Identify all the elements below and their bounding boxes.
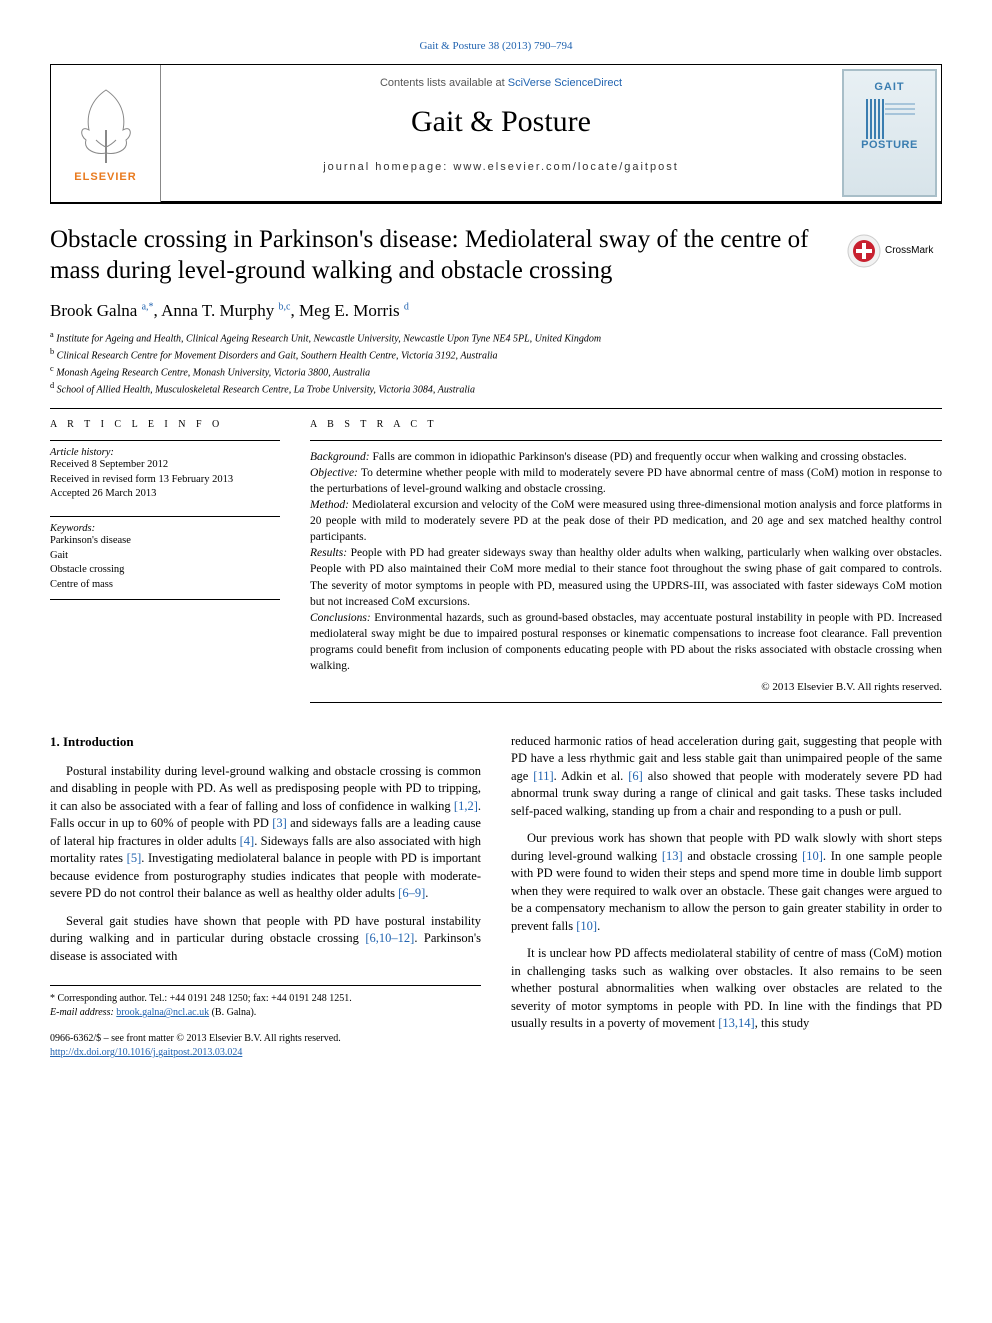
crossmark-label: CrossMark [885, 245, 933, 256]
para-3: reduced harmonic ratios of head accelera… [511, 733, 942, 821]
affiliation-b: b Clinical Research Centre for Movement … [50, 346, 942, 363]
affiliation-c: c Monash Ageing Research Centre, Monash … [50, 363, 942, 380]
article-title: Obstacle crossing in Parkinson's disease… [50, 224, 942, 287]
journal-cover-thumbnail: GAIT POSTURE [842, 69, 937, 197]
homepage-line: journal homepage: www.elsevier.com/locat… [323, 161, 679, 173]
copyright: © 2013 Elsevier B.V. All rights reserved… [310, 680, 942, 695]
contents-prefix: Contents lists available at [380, 77, 508, 89]
author-1: Brook Galna a,* [50, 301, 154, 320]
affiliation-d: d School of Allied Health, Musculoskelet… [50, 380, 942, 397]
abstract-heading: A B S T R A C T [310, 419, 942, 430]
article-info-column: A R T I C L E I N F O Article history: R… [50, 419, 280, 703]
journal-name: Gait & Posture [411, 105, 591, 139]
elsevier-wordmark: ELSEVIER [74, 171, 136, 183]
article-info-heading: A R T I C L E I N F O [50, 419, 280, 430]
corresponding-footnote: * Corresponding author. Tel.: +44 0191 2… [50, 985, 481, 1020]
author-3: Meg E. Morris d [299, 301, 409, 320]
elsevier-logo: ELSEVIER [51, 65, 161, 202]
left-column: 1. Introduction Postural instability dur… [50, 733, 481, 1061]
crossmark-badge[interactable]: CrossMark [847, 231, 942, 271]
keywords-block: Keywords: Parkinson's disease Gait Obsta… [50, 516, 280, 600]
sciencedirect-link[interactable]: SciVerse ScienceDirect [508, 77, 622, 89]
article-history: Article history: Received 8 September 20… [50, 440, 280, 502]
authors: Brook Galna a,*, Anna T. Murphy b,c, Meg… [50, 301, 942, 321]
para-1: Postural instability during level-ground… [50, 763, 481, 903]
para-4: Our previous work has shown that people … [511, 830, 942, 935]
author-2: Anna T. Murphy b,c [161, 301, 290, 320]
affiliation-a: a Institute for Ageing and Health, Clini… [50, 329, 942, 346]
journal-header-box: ELSEVIER Contents lists available at Sci… [50, 64, 942, 204]
affiliations: a Institute for Ageing and Health, Clini… [50, 329, 942, 398]
cover-barcode-icon [865, 99, 915, 139]
email-link[interactable]: brook.galna@ncl.ac.uk [116, 1007, 209, 1018]
journal-center: Contents lists available at SciVerse Sci… [171, 65, 831, 201]
section-1-heading: 1. Introduction [50, 733, 481, 751]
footer-issn: 0966-6362/$ – see front matter © 2013 El… [50, 1032, 481, 1060]
abstract-body: Background: Falls are common in idiopath… [310, 440, 942, 696]
crossmark-icon [847, 234, 881, 268]
cover-title-gait: GAIT [874, 81, 904, 93]
contents-line: Contents lists available at SciVerse Sci… [380, 77, 622, 89]
right-column: reduced harmonic ratios of head accelera… [511, 733, 942, 1061]
header-citation: Gait & Posture 38 (2013) 790–794 [50, 40, 942, 52]
abstract-column: A B S T R A C T Background: Falls are co… [310, 419, 942, 703]
divider [50, 408, 942, 409]
elsevier-tree-icon [71, 85, 141, 165]
cover-title-posture: POSTURE [861, 139, 918, 151]
doi-link[interactable]: http://dx.doi.org/10.1016/j.gaitpost.201… [50, 1047, 242, 1058]
para-5: It is unclear how PD affects mediolatera… [511, 945, 942, 1033]
para-2: Several gait studies have shown that peo… [50, 913, 481, 966]
body-columns: 1. Introduction Postural instability dur… [50, 733, 942, 1061]
